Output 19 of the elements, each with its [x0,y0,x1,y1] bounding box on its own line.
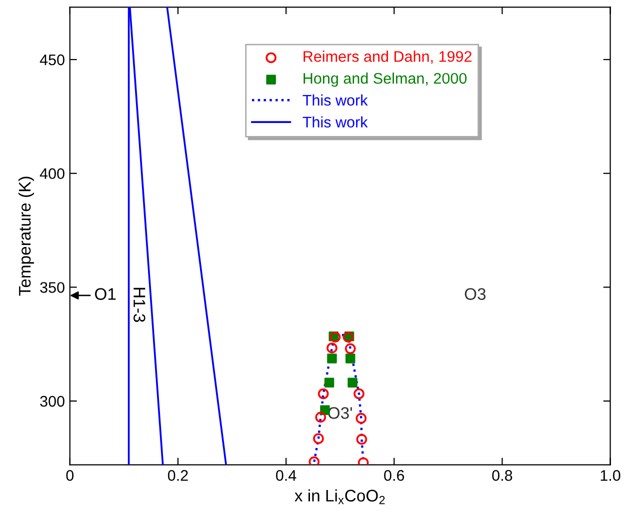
x-tick-label: 0 [66,470,74,481]
y-tick-label: 450 [40,54,64,66]
annotation: O1 [94,288,116,300]
legend-label: Reimers and Dahn, 1992 [304,50,472,64]
legend-label: This work [302,94,368,106]
y-tick-label: 300 [40,396,64,407]
x-tick-label: 0.6 [384,470,404,481]
legend-label: This work [302,116,368,128]
x-tick-label: 1.0 [600,470,620,481]
x-tick-label: 0.4 [276,470,296,481]
x-axis-title: x in Li$_{x}$CoO$_{2}$ [294,489,385,504]
annotation: O3 [464,288,486,300]
y-axis-title: Temperature (K) [18,176,34,296]
y-tick-label: 400 [40,168,64,180]
x-tick-label: 0.8 [492,470,512,481]
annotation: H1-3 [134,288,146,322]
legend-label: Hong and Selman, 2000 [304,72,467,87]
x-tick-label: 0.2 [168,470,188,481]
y-tick-label: 350 [40,282,64,293]
